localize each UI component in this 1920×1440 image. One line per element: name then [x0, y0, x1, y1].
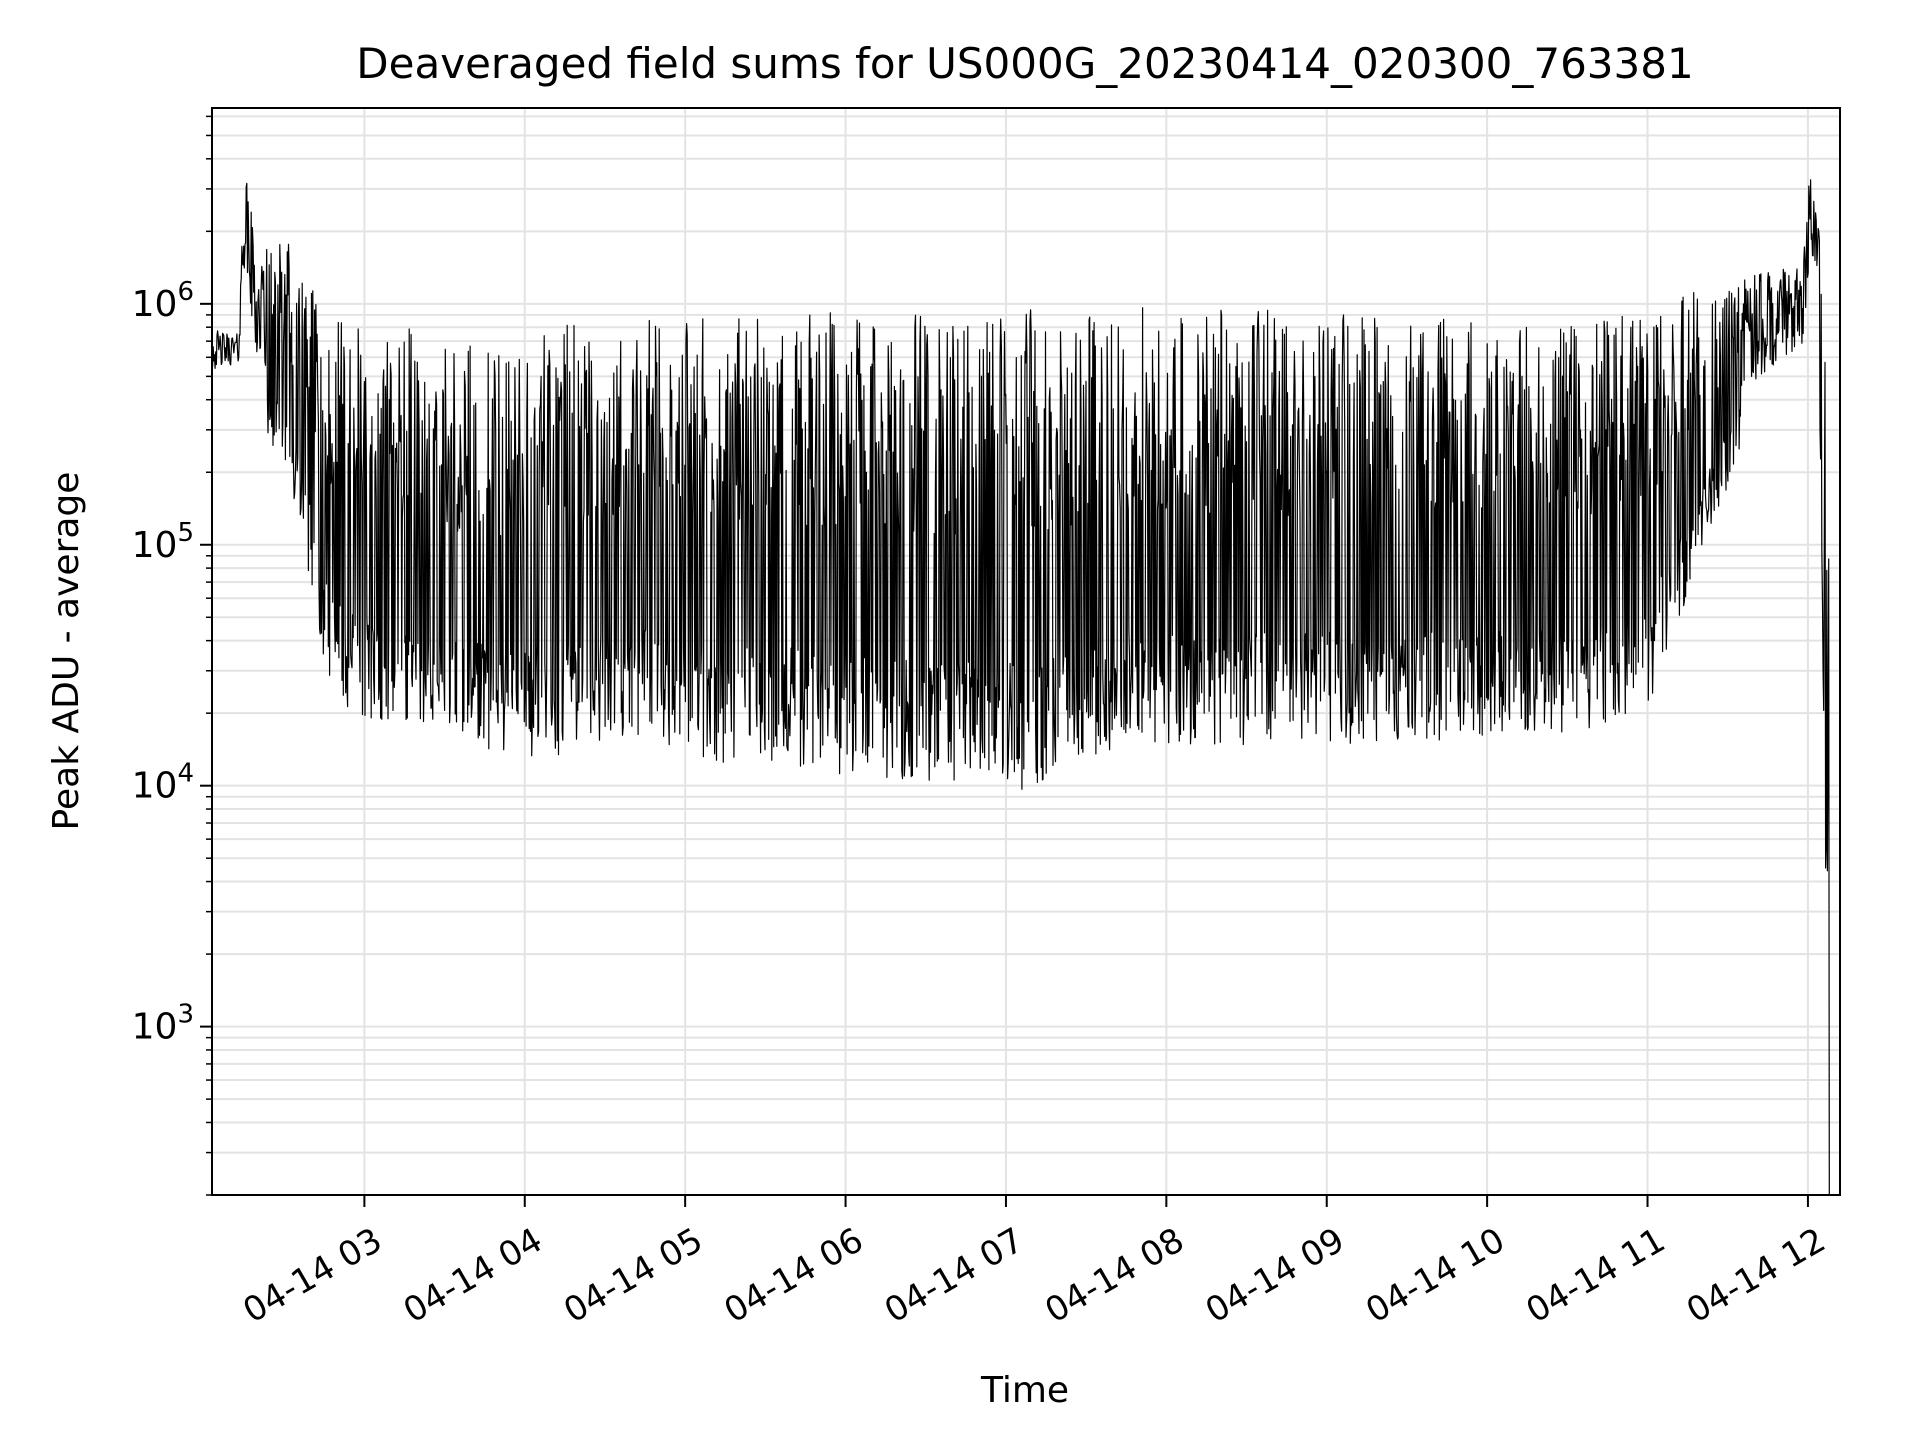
plot-frame	[211, 107, 1841, 1196]
y-tick-label: 103	[132, 1000, 194, 1048]
y-tick-label: 106	[132, 277, 194, 325]
series-line	[211, 179, 1830, 1196]
y-axis-label: Peak ADU - average	[46, 472, 87, 831]
y-tick-label: 105	[132, 518, 194, 566]
chart-title: Deaveraged field sums for US000G_2023041…	[356, 39, 1693, 88]
y-tick-label: 104	[132, 759, 194, 807]
y-axis: 103 104 105 106	[132, 115, 212, 1196]
x-axis-label: Time	[980, 1370, 1069, 1411]
series-path	[211, 179, 1830, 1196]
